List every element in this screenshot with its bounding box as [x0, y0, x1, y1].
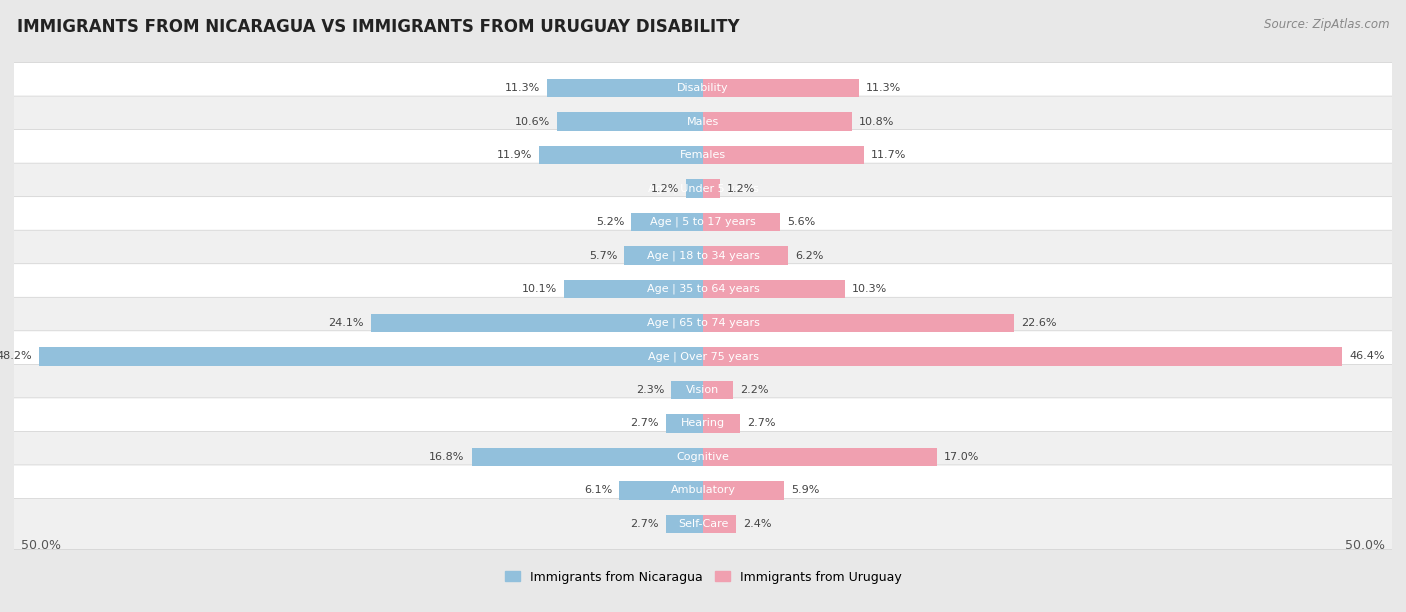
Text: Cognitive: Cognitive — [676, 452, 730, 462]
Bar — [703, 280, 845, 299]
Text: 46.4%: 46.4% — [1350, 351, 1385, 361]
FancyBboxPatch shape — [10, 230, 1396, 281]
FancyBboxPatch shape — [10, 297, 1396, 348]
Bar — [703, 414, 740, 433]
Text: Age | 18 to 34 years: Age | 18 to 34 years — [647, 250, 759, 261]
Bar — [703, 481, 785, 499]
Bar — [619, 481, 703, 499]
FancyBboxPatch shape — [10, 264, 1396, 315]
Bar — [39, 347, 703, 365]
Text: 5.7%: 5.7% — [589, 251, 617, 261]
Text: 1.2%: 1.2% — [727, 184, 755, 193]
Text: 11.3%: 11.3% — [866, 83, 901, 93]
Bar — [703, 515, 737, 533]
Text: 6.1%: 6.1% — [583, 485, 612, 496]
Text: IMMIGRANTS FROM NICARAGUA VS IMMIGRANTS FROM URUGUAY DISABILITY: IMMIGRANTS FROM NICARAGUA VS IMMIGRANTS … — [17, 18, 740, 36]
Text: Vision: Vision — [686, 385, 720, 395]
Bar — [671, 381, 703, 399]
Text: Age | 65 to 74 years: Age | 65 to 74 years — [647, 318, 759, 328]
Bar — [703, 381, 734, 399]
Text: 10.8%: 10.8% — [859, 116, 894, 127]
Text: 6.2%: 6.2% — [796, 251, 824, 261]
Text: 11.9%: 11.9% — [496, 150, 531, 160]
Text: Hearing: Hearing — [681, 419, 725, 428]
Legend: Immigrants from Nicaragua, Immigrants from Uruguay: Immigrants from Nicaragua, Immigrants fr… — [499, 565, 907, 589]
Text: Females: Females — [681, 150, 725, 160]
Text: 22.6%: 22.6% — [1021, 318, 1057, 328]
Text: 10.1%: 10.1% — [522, 284, 557, 294]
Bar — [624, 247, 703, 265]
FancyBboxPatch shape — [10, 62, 1396, 113]
FancyBboxPatch shape — [10, 196, 1396, 248]
Text: Age | 35 to 64 years: Age | 35 to 64 years — [647, 284, 759, 294]
Bar — [703, 313, 1014, 332]
Text: Disability: Disability — [678, 83, 728, 93]
Text: Ambulatory: Ambulatory — [671, 485, 735, 496]
Text: 2.2%: 2.2% — [740, 385, 769, 395]
FancyBboxPatch shape — [10, 364, 1396, 416]
Text: 17.0%: 17.0% — [945, 452, 980, 462]
Text: 11.3%: 11.3% — [505, 83, 540, 93]
Bar — [703, 179, 720, 198]
FancyBboxPatch shape — [10, 163, 1396, 214]
Text: 5.2%: 5.2% — [596, 217, 624, 227]
Text: 50.0%: 50.0% — [21, 539, 60, 552]
Bar — [538, 146, 703, 164]
FancyBboxPatch shape — [10, 431, 1396, 482]
Text: 16.8%: 16.8% — [429, 452, 464, 462]
Text: Age | 5 to 17 years: Age | 5 to 17 years — [650, 217, 756, 228]
FancyBboxPatch shape — [10, 465, 1396, 516]
Text: Self-Care: Self-Care — [678, 519, 728, 529]
Text: 24.1%: 24.1% — [329, 318, 364, 328]
FancyBboxPatch shape — [10, 499, 1396, 550]
Bar — [703, 347, 1343, 365]
Text: 5.6%: 5.6% — [787, 217, 815, 227]
Text: 5.9%: 5.9% — [792, 485, 820, 496]
Bar — [666, 414, 703, 433]
Text: 2.4%: 2.4% — [742, 519, 772, 529]
Bar — [547, 79, 703, 97]
Text: 50.0%: 50.0% — [1346, 539, 1385, 552]
FancyBboxPatch shape — [10, 96, 1396, 147]
FancyBboxPatch shape — [10, 331, 1396, 382]
Bar — [564, 280, 703, 299]
Text: 2.7%: 2.7% — [630, 419, 659, 428]
Bar — [631, 213, 703, 231]
Text: 2.7%: 2.7% — [747, 419, 776, 428]
Text: Males: Males — [688, 116, 718, 127]
Text: 2.3%: 2.3% — [636, 385, 665, 395]
Bar — [471, 448, 703, 466]
Bar — [686, 179, 703, 198]
Text: Source: ZipAtlas.com: Source: ZipAtlas.com — [1264, 18, 1389, 31]
Text: Age | Over 75 years: Age | Over 75 years — [648, 351, 758, 362]
Text: 1.2%: 1.2% — [651, 184, 679, 193]
Text: 11.7%: 11.7% — [872, 150, 907, 160]
Text: 2.7%: 2.7% — [630, 519, 659, 529]
Bar — [666, 515, 703, 533]
Bar — [371, 313, 703, 332]
Bar — [703, 146, 865, 164]
Bar — [703, 79, 859, 97]
Bar — [703, 247, 789, 265]
Text: 48.2%: 48.2% — [0, 351, 32, 361]
Text: 10.3%: 10.3% — [852, 284, 887, 294]
FancyBboxPatch shape — [10, 130, 1396, 181]
Text: Age | Under 5 years: Age | Under 5 years — [648, 184, 758, 194]
FancyBboxPatch shape — [10, 398, 1396, 449]
Bar — [703, 448, 938, 466]
Bar — [703, 113, 852, 131]
Text: 10.6%: 10.6% — [515, 116, 550, 127]
Bar — [557, 113, 703, 131]
Bar — [703, 213, 780, 231]
